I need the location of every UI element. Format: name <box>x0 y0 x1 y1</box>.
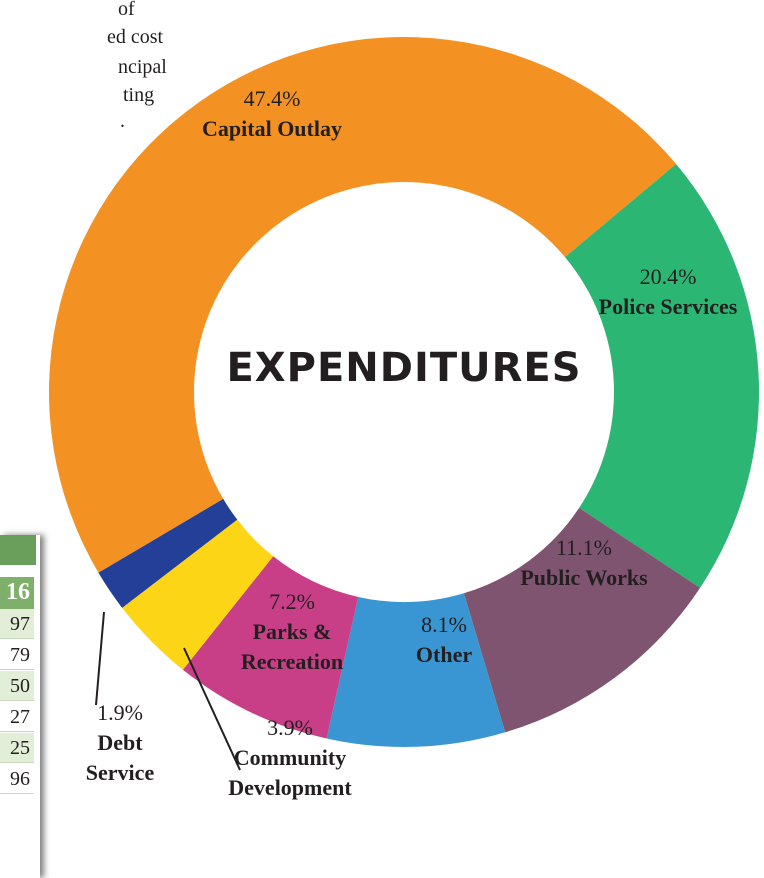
table-cell: 27 <box>0 702 34 732</box>
value-label: 47.4% <box>243 86 301 111</box>
category-label: Public Works <box>520 565 648 590</box>
category-label: Parks & Recreation <box>240 619 344 674</box>
segment-label: 7.2% Parks & Recreation <box>222 587 362 677</box>
value-label: 7.2% <box>269 589 315 614</box>
donut-segment <box>48 36 677 573</box>
table-cell: 97 <box>0 609 34 639</box>
segment-label: 1.9% Debt Service <box>65 698 175 788</box>
value-label: 1.9% <box>97 700 143 725</box>
text-fragment: . <box>120 110 125 132</box>
donut-segment <box>122 519 274 670</box>
table-cell: 79 <box>0 640 34 670</box>
table-header: 16 <box>0 577 34 609</box>
category-label: Debt Service <box>85 730 155 785</box>
leader-line <box>95 611 105 706</box>
value-label: 8.1% <box>421 612 467 637</box>
text-fragment: of <box>118 0 135 20</box>
text-fragment: ed cost <box>107 26 164 48</box>
segment-label: 8.1% Other <box>384 610 504 670</box>
donut-segment <box>564 164 759 588</box>
leader-line <box>183 647 241 771</box>
segment-label: 20.4% Police Services <box>588 262 748 322</box>
table: 16 97 79 50 27 25 96 <box>0 535 40 878</box>
donut-segment <box>98 498 238 608</box>
category-label: Community Development <box>228 745 352 800</box>
value-label: 3.9% <box>267 715 313 740</box>
table-cell: 25 <box>0 733 34 763</box>
segment-label: 3.9% Community Development <box>200 713 380 803</box>
text-fragment: ting <box>123 84 155 106</box>
donut-segment <box>326 593 506 747</box>
table-cell: 50 <box>0 671 34 701</box>
category-label: Capital Outlay <box>202 116 342 141</box>
text-fragment: ncipal <box>118 56 167 78</box>
chart-title: EXPENDITURES <box>226 345 582 391</box>
donut-segment <box>463 507 701 733</box>
segment-label: 47.4% Capital Outlay <box>172 84 372 144</box>
donut-segment <box>182 556 359 739</box>
value-label: 11.1% <box>555 535 612 560</box>
category-label: Other <box>415 642 473 667</box>
value-label: 20.4% <box>639 264 697 289</box>
table-top <box>0 535 36 565</box>
segment-label: 11.1% Public Works <box>484 533 684 593</box>
table-cell: 96 <box>0 764 34 794</box>
category-label: Police Services <box>598 294 738 319</box>
